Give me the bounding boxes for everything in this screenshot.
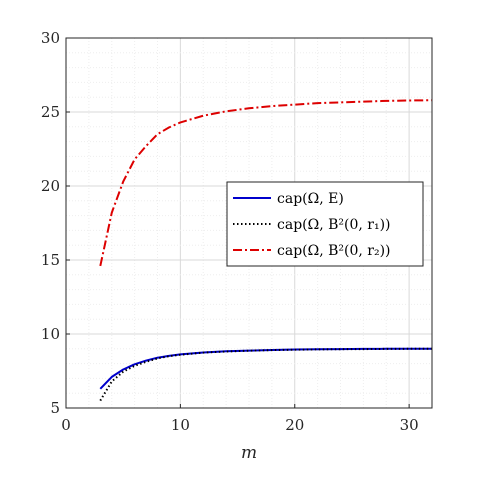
legend-label-1: cap(Ω, E) bbox=[277, 191, 344, 207]
y-tick-label: 10 bbox=[41, 325, 60, 343]
legend-box bbox=[226, 181, 424, 267]
legend-label-2: cap(Ω, B²(0, r₁)) bbox=[277, 217, 391, 233]
y-tick-label: 5 bbox=[50, 399, 60, 417]
legend: cap(Ω, E) cap(Ω, B²(0, r₁)) cap(Ω, B²(0, r… bbox=[226, 181, 424, 267]
y-tick-label: 30 bbox=[41, 29, 60, 47]
series-lines bbox=[99, 99, 433, 402]
x-tick-label: 30 bbox=[400, 416, 419, 434]
legend-items: cap(Ω, E) cap(Ω, B²(0, r₁)) cap(Ω, B²(0, r… bbox=[233, 191, 391, 259]
x-tick-label: 10 bbox=[171, 416, 190, 434]
x-axis-label: m bbox=[241, 443, 257, 463]
series-line-2 bbox=[99, 347, 432, 402]
y-tick-label: 20 bbox=[41, 177, 60, 195]
plot-frame bbox=[65, 37, 433, 409]
y-tick-label: 25 bbox=[41, 103, 60, 121]
y-tick-label: 15 bbox=[41, 251, 60, 269]
series-line-3 bbox=[99, 99, 433, 267]
legend-label-3: cap(Ω, B²(0, r₂)) bbox=[277, 243, 391, 259]
x-tick-label: 0 bbox=[61, 416, 71, 434]
grid bbox=[65, 37, 433, 409]
x-tick-label: 20 bbox=[285, 416, 304, 434]
axis-ticks: 0 10 20 30 5 10 15 20 25 30 bbox=[41, 29, 419, 434]
